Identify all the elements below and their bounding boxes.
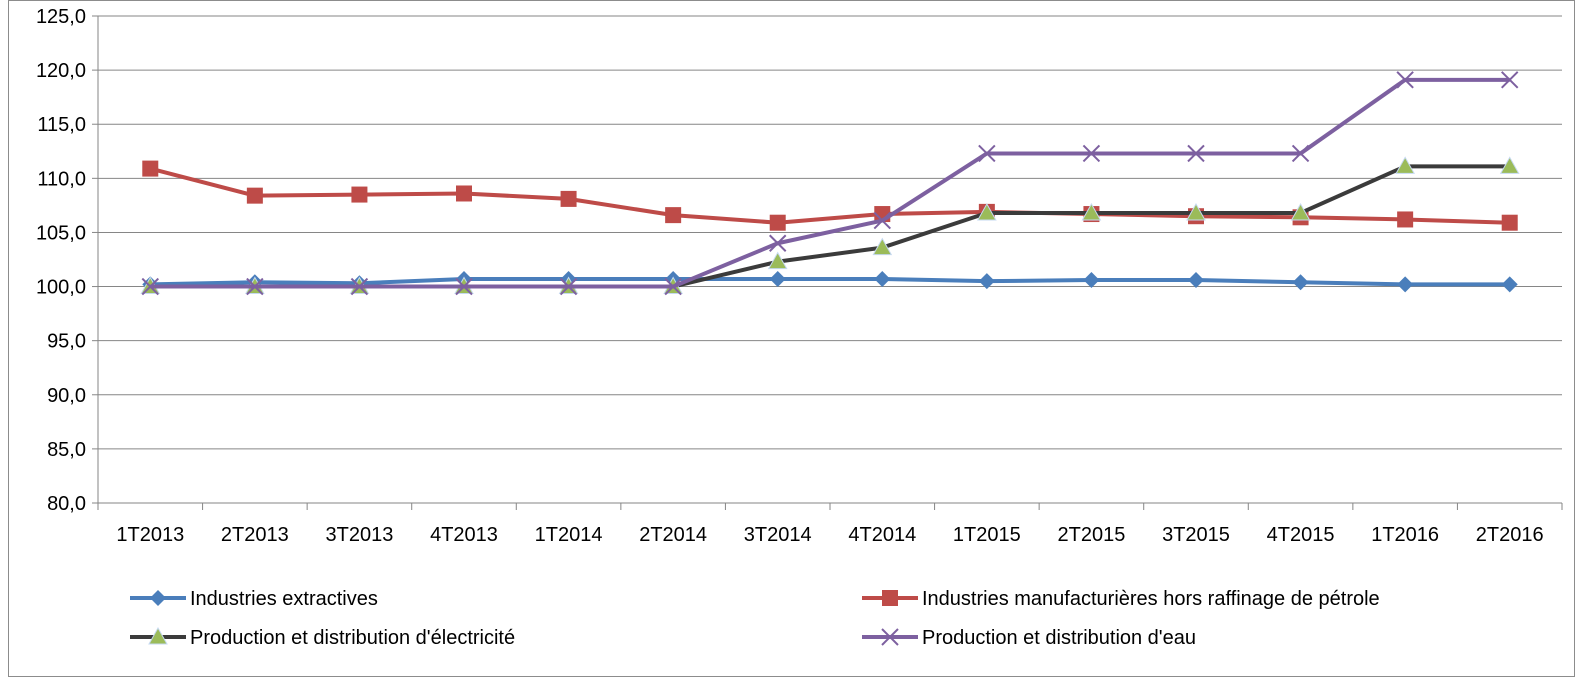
data-point (1291, 144, 1310, 163)
x-tick-label: 1T2014 (535, 524, 603, 546)
legend-entry-4: Production et distribution d'eau (862, 627, 1196, 649)
data-point (1082, 144, 1101, 163)
x-tick-label: 4T2013 (430, 524, 498, 546)
legend-entry-2: Industries manufacturières hors raffinag… (862, 588, 1380, 610)
x-tick-label: 3T2015 (1162, 524, 1230, 546)
legend-marker (148, 626, 168, 645)
data-point (246, 277, 264, 296)
data-point (1396, 71, 1414, 89)
legend-marker (882, 590, 898, 606)
x-tick-label: 2T2013 (221, 524, 289, 546)
data-point (351, 186, 368, 203)
data-point (769, 214, 786, 231)
data-point (246, 187, 263, 204)
data-point (664, 277, 682, 296)
series-line-4 (150, 77, 1510, 289)
legend-label: Industries extractives (190, 588, 378, 610)
legend: Industries extractives Industries manufac… (130, 588, 1380, 649)
data-point (1499, 156, 1520, 174)
axes (92, 15, 1563, 510)
data-point (560, 190, 577, 207)
x-tick-label: 2T2016 (1476, 524, 1544, 546)
data-point (1501, 71, 1519, 89)
y-tick-label: 100,0 (36, 277, 86, 299)
y-tick-label: 125,0 (36, 6, 86, 28)
data-point (978, 144, 996, 163)
data-point (455, 277, 473, 296)
legend-label: Industries manufacturières hors raffinag… (922, 588, 1380, 610)
data-point (350, 277, 369, 296)
data-point (769, 270, 786, 287)
y-tick-label: 110,0 (37, 168, 86, 190)
data-point (977, 202, 997, 221)
legend-entry-3: Production et distribution d'électricité (130, 626, 515, 649)
x-tick-label: 4T2014 (848, 524, 916, 546)
y-tick-label: 95,0 (47, 331, 86, 353)
legend-marker (150, 590, 166, 606)
data-point (665, 207, 682, 224)
chart-border (8, 0, 1575, 677)
y-tick-label: 90,0 (47, 385, 86, 407)
legend-label: Production et distribution d'eau (922, 627, 1196, 649)
data-point (1397, 276, 1414, 293)
data-point (872, 237, 893, 256)
data-point (142, 160, 159, 177)
y-tick-label: 115,0 (37, 114, 86, 136)
x-tick-label: 1T2013 (116, 524, 184, 546)
data-point (1188, 272, 1204, 289)
y-tick-label: 105,0 (36, 222, 86, 244)
data-point (559, 277, 578, 296)
data-point (1187, 144, 1205, 163)
data-point (1501, 214, 1518, 231)
data-point (1501, 276, 1518, 293)
series-line-2 (149, 166, 1510, 225)
data-point (1081, 202, 1102, 221)
x-tick-label: 4T2015 (1267, 524, 1335, 546)
x-tick-label: 3T2014 (744, 524, 812, 546)
x-tick-label: 2T2015 (1058, 524, 1126, 546)
x-tick-label: 2T2014 (639, 524, 707, 546)
data-point (873, 211, 891, 230)
y-tick-labels: 80,0 85,0 90,0 95,0 100,0 105,0 110,0 115,0 120,… (36, 6, 86, 515)
data-point (1292, 274, 1309, 291)
data-point (1397, 211, 1414, 228)
data-point (1395, 156, 1415, 174)
legend-entry-1: Industries extractives (130, 588, 378, 610)
data-point (1186, 202, 1206, 221)
y-tick-label: 120,0 (36, 60, 86, 82)
x-tick-label: 3T2013 (326, 524, 394, 546)
data-point (978, 273, 995, 290)
legend-label: Production et distribution d'électricité (190, 627, 515, 649)
series-line-1 (150, 276, 1510, 287)
x-tick-label: 1T2015 (953, 524, 1021, 546)
y-tick-label: 80,0 (47, 493, 86, 515)
x-tick-labels: 1T2013 2T2013 3T2013 4T2013 1T2014 2T2014 3T20… (116, 524, 1543, 546)
y-tick-label: 85,0 (47, 439, 86, 461)
data-point (141, 277, 159, 296)
legend-marker (881, 628, 899, 646)
data-point (456, 185, 472, 202)
data-point (1290, 202, 1311, 221)
data-point (874, 270, 891, 287)
data-point (1083, 272, 1100, 289)
series-lines (140, 71, 1520, 296)
data-point (767, 251, 788, 270)
data-point (769, 234, 787, 252)
x-tick-label: 1T2016 (1371, 524, 1439, 546)
